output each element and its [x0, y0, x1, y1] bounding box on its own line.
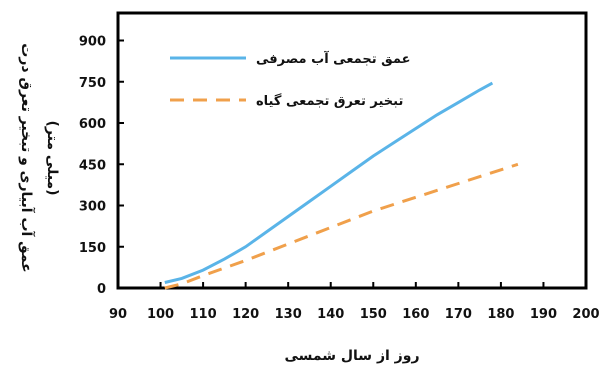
x-tick-label: 150 — [360, 307, 387, 322]
x-tick-label: 180 — [487, 307, 514, 322]
series-line-2 — [164, 162, 519, 290]
y-axis-ticks: 0 150 300 450 600 750 900 — [79, 35, 124, 297]
x-tick-label: 200 — [572, 307, 599, 322]
y-axis-unit: (میلی متر) — [44, 120, 60, 195]
y-tick-label: 300 — [79, 200, 106, 215]
legend-label-series-1: عمق تجمعی آب مصرفی — [256, 50, 410, 67]
x-tick-label: 120 — [232, 307, 259, 322]
y-tick-label: 150 — [79, 241, 106, 256]
x-tick-label: 160 — [402, 307, 429, 322]
y-tick-label: 0 — [97, 282, 106, 297]
y-tick-label: 900 — [79, 35, 106, 50]
x-tick-label: 110 — [190, 307, 217, 322]
x-axis-title: روز از سال شمسی — [284, 348, 419, 364]
series-layer — [164, 81, 519, 290]
y-tick-label: 750 — [79, 76, 106, 91]
x-tick-label: 100 — [147, 307, 174, 322]
legend-label-series-2: تبخیر تعرق تجمعی گیاه — [256, 93, 403, 109]
x-axis-ticks: 90 100 110 120 130 140 150 160 170 180 190 200 — [109, 282, 600, 322]
legend: عمق تجمعی آب مصرفی تبخیر تعرق تجمعی گیاه — [170, 50, 410, 109]
series-line-1 — [164, 81, 494, 284]
y-tick-label: 450 — [79, 158, 106, 173]
x-tick-label: 130 — [275, 307, 302, 322]
x-tick-label: 90 — [109, 307, 127, 322]
y-tick-label: 600 — [79, 117, 106, 132]
y-axis-title: عمق آب آبیاری و تبخیر تعرق درت — [18, 43, 36, 272]
x-tick-label: 140 — [317, 307, 344, 322]
x-tick-label: 170 — [445, 307, 472, 322]
x-tick-label: 190 — [530, 307, 557, 322]
